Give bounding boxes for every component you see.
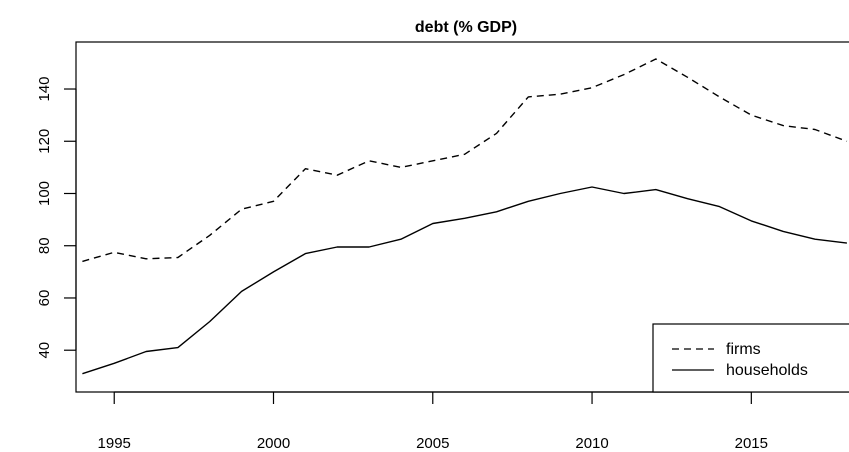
legend-firms-label: firms bbox=[726, 341, 761, 358]
series-households-line bbox=[82, 186, 847, 375]
x-tick-label: 2005 bbox=[416, 435, 449, 452]
x-tick-label: 2000 bbox=[257, 435, 290, 452]
chart-title: debt (% GDP) bbox=[415, 19, 517, 36]
legend-box bbox=[652, 323, 849, 393]
y-tick-label: 40 bbox=[36, 342, 53, 359]
y-axis: 40 60 80 100 120 140 bbox=[36, 76, 77, 359]
legend-households-label: households bbox=[726, 362, 808, 379]
y-tick-label: 100 bbox=[36, 181, 53, 206]
x-tick-label: 1995 bbox=[98, 435, 131, 452]
series-firms-line bbox=[82, 58, 848, 263]
y-tick-label: 120 bbox=[36, 129, 53, 154]
y-tick-label: 140 bbox=[36, 76, 53, 101]
y-tick-label: 60 bbox=[36, 290, 53, 307]
legend: firms households bbox=[652, 323, 849, 393]
series-layer bbox=[82, 58, 848, 375]
x-tick-label: 2010 bbox=[575, 435, 608, 452]
y-tick-label: 80 bbox=[36, 237, 53, 254]
x-tick-label: 2015 bbox=[735, 435, 768, 452]
x-axis: 1995 2000 2005 2010 2015 bbox=[98, 391, 768, 452]
